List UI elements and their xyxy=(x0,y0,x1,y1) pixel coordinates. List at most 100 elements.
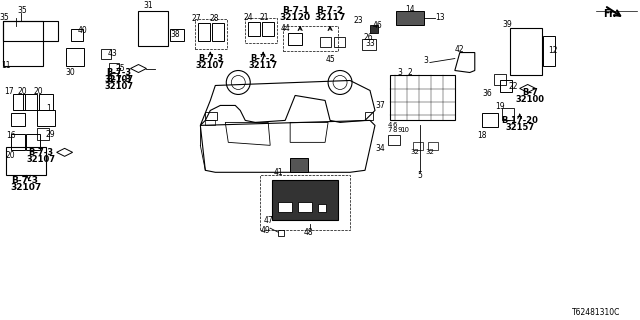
Bar xyxy=(390,76,455,120)
Text: 32117: 32117 xyxy=(249,61,278,70)
Bar xyxy=(11,113,25,126)
Bar xyxy=(13,94,25,110)
Text: 34: 34 xyxy=(375,144,385,153)
Text: 48: 48 xyxy=(303,228,313,237)
Text: 18: 18 xyxy=(477,131,486,140)
Text: 5: 5 xyxy=(417,171,422,180)
Text: 44: 44 xyxy=(280,24,290,33)
Bar xyxy=(365,112,373,120)
Text: 32107: 32107 xyxy=(26,155,55,164)
Text: 6: 6 xyxy=(393,122,397,128)
Text: 3: 3 xyxy=(424,56,428,65)
Bar xyxy=(70,28,83,41)
Bar xyxy=(100,49,111,59)
Bar xyxy=(22,94,36,110)
Bar xyxy=(482,113,498,127)
Bar xyxy=(11,134,25,150)
Bar xyxy=(212,23,224,41)
Text: 32107: 32107 xyxy=(11,183,42,192)
Bar xyxy=(3,20,43,66)
Text: 23: 23 xyxy=(353,16,363,25)
Text: 32100: 32100 xyxy=(515,95,544,104)
Text: B-7-2: B-7-2 xyxy=(317,6,344,15)
Bar xyxy=(3,20,58,41)
Text: 45: 45 xyxy=(325,55,335,64)
Bar xyxy=(278,230,284,236)
Bar xyxy=(288,33,302,44)
Bar xyxy=(109,62,118,73)
Text: B-7-1: B-7-1 xyxy=(282,6,308,15)
Text: 28: 28 xyxy=(209,14,219,23)
Text: 32157: 32157 xyxy=(505,123,534,132)
Text: 36: 36 xyxy=(483,89,493,98)
Bar xyxy=(262,22,274,36)
Bar xyxy=(500,81,512,92)
Bar xyxy=(396,11,424,25)
Bar xyxy=(413,142,423,150)
Text: 3: 3 xyxy=(397,68,403,77)
Text: 40: 40 xyxy=(77,26,88,35)
Text: 31: 31 xyxy=(143,1,153,10)
Bar xyxy=(138,11,168,45)
Text: 29: 29 xyxy=(46,130,56,139)
Text: 20: 20 xyxy=(6,151,15,160)
Text: 14: 14 xyxy=(405,5,415,14)
Bar xyxy=(318,204,326,212)
Text: B-7-3: B-7-3 xyxy=(11,176,38,185)
Text: 1: 1 xyxy=(46,104,51,113)
Text: 39: 39 xyxy=(503,20,513,29)
Bar xyxy=(6,147,45,175)
Text: 25: 25 xyxy=(116,64,125,73)
Text: B-7-3: B-7-3 xyxy=(28,148,53,157)
Bar xyxy=(205,120,215,125)
Bar xyxy=(26,134,40,150)
Text: 32107: 32107 xyxy=(104,82,133,91)
Bar xyxy=(298,202,312,212)
Bar xyxy=(66,48,84,66)
Text: 42: 42 xyxy=(455,45,465,54)
Text: 32107: 32107 xyxy=(104,75,133,84)
Text: 19: 19 xyxy=(495,102,504,111)
Text: 43: 43 xyxy=(108,49,117,58)
Bar xyxy=(205,112,218,120)
Text: 33: 33 xyxy=(365,39,375,48)
Bar xyxy=(278,202,292,212)
Text: 21: 21 xyxy=(259,13,269,22)
Text: 38: 38 xyxy=(171,30,180,39)
Text: B-7-2: B-7-2 xyxy=(251,54,276,63)
Bar xyxy=(38,94,52,110)
Bar xyxy=(493,74,506,85)
Bar xyxy=(543,36,555,66)
Text: 32117: 32117 xyxy=(314,13,346,22)
Bar xyxy=(388,135,400,145)
Text: 47: 47 xyxy=(263,216,273,225)
Text: B-7-3: B-7-3 xyxy=(198,54,223,63)
Bar xyxy=(320,36,331,46)
Text: 8: 8 xyxy=(393,127,397,133)
Text: 46: 46 xyxy=(373,21,383,30)
Bar xyxy=(245,18,277,43)
Bar xyxy=(502,108,514,120)
Bar xyxy=(260,175,350,230)
Text: 4: 4 xyxy=(388,122,392,128)
Bar xyxy=(283,26,338,51)
Bar xyxy=(290,158,308,172)
Bar xyxy=(195,19,227,49)
Text: 32: 32 xyxy=(426,149,435,155)
Text: 10: 10 xyxy=(401,127,410,133)
Text: 35: 35 xyxy=(0,13,10,22)
Text: 27: 27 xyxy=(191,14,201,23)
Bar xyxy=(248,22,260,36)
Bar xyxy=(509,28,541,76)
Text: 37: 37 xyxy=(375,101,385,110)
Bar xyxy=(334,36,345,46)
Text: 9: 9 xyxy=(397,127,402,133)
Text: 49: 49 xyxy=(260,226,270,235)
Text: 32: 32 xyxy=(410,149,419,155)
Bar xyxy=(170,28,184,41)
Text: 11: 11 xyxy=(1,61,10,70)
Bar xyxy=(362,39,376,50)
Text: 22: 22 xyxy=(509,82,518,91)
Bar xyxy=(428,142,438,150)
Text: 13: 13 xyxy=(435,13,445,22)
